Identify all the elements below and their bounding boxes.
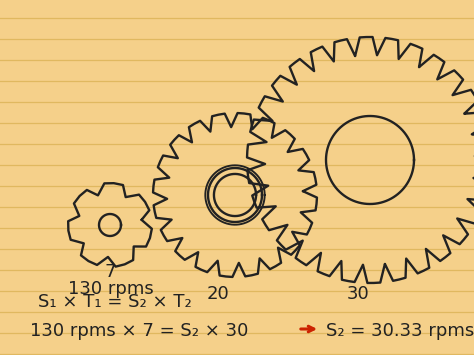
Text: S₂ = 30.33 rpms: S₂ = 30.33 rpms [326,322,474,340]
Text: 30: 30 [346,285,369,303]
Text: S₁ × T₁ = S₂ × T₂: S₁ × T₁ = S₂ × T₂ [38,293,192,311]
Text: 130 rpms × 7 = S₂ × 30: 130 rpms × 7 = S₂ × 30 [30,322,248,340]
Text: 130 rpms: 130 rpms [68,280,154,298]
Text: 20: 20 [207,285,229,303]
Text: 7: 7 [104,263,116,281]
